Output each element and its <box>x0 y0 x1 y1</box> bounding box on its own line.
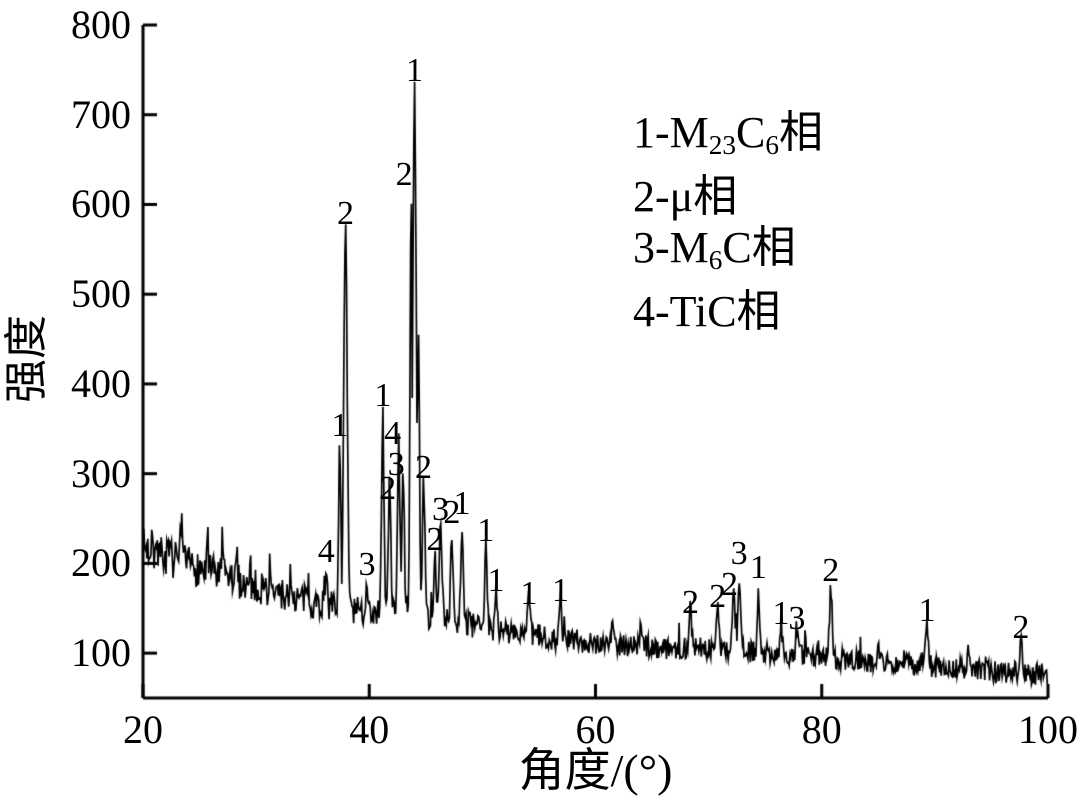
peak-label-1: 1 <box>772 594 790 632</box>
peak-label-3: 3 <box>358 545 376 583</box>
peak-label-1: 1 <box>477 511 495 549</box>
peak-label-2: 2 <box>379 470 397 508</box>
peak-label-3: 3 <box>387 445 405 483</box>
peak-label-1: 1 <box>487 561 505 599</box>
peak-label-3: 3 <box>788 600 806 638</box>
peak-label-2: 2 <box>336 195 354 233</box>
peak-label-2: 2 <box>395 155 413 193</box>
peak-label-2: 2 <box>426 520 444 558</box>
peak-label-1: 1 <box>453 485 471 523</box>
x-tick-label: 40 <box>349 707 390 752</box>
y-tick-label: 700 <box>71 91 131 137</box>
peak-label-2: 2 <box>721 566 738 604</box>
y-tick-label: 300 <box>71 450 131 496</box>
peak-label-3: 3 <box>432 491 450 529</box>
y-tick-label: 400 <box>71 360 131 406</box>
y-tick-label: 800 <box>71 2 131 47</box>
y-tick-label: 200 <box>71 540 131 586</box>
peak-label-1: 1 <box>331 406 349 444</box>
y-tick-label: 100 <box>71 630 131 676</box>
y-tick-label: 600 <box>71 181 131 227</box>
peak-label-2: 2 <box>822 552 840 590</box>
x-axis-title: 角度/(°) <box>518 745 673 796</box>
x-tick-label: 20 <box>123 707 163 752</box>
peak-label-2: 2 <box>682 584 700 622</box>
legend-entry: 3-M6C相 <box>633 222 796 275</box>
peak-label-2: 2 <box>709 578 727 616</box>
peak-label-2: 2 <box>415 448 433 486</box>
peak-label-1: 1 <box>749 548 767 586</box>
peak-label-4: 4 <box>384 414 402 452</box>
legend-entry: 1-M23C6相 <box>633 108 824 160</box>
y-axis-title: 强度 <box>2 315 51 403</box>
peak-label-2: 2 <box>443 493 461 531</box>
x-tick-label: 80 <box>801 707 842 752</box>
y-tick-label: 500 <box>71 271 131 317</box>
x-tick-label: 100 <box>1018 707 1078 752</box>
peak-label-1: 1 <box>918 591 936 629</box>
legend: 1-M23C6相 2-μ相 3-M6C相 4-TiC相 <box>633 107 823 337</box>
peak-label-1: 1 <box>551 572 569 610</box>
peak-label-1: 1 <box>406 51 423 89</box>
peak-label-4: 4 <box>317 532 335 570</box>
peak-label-1: 1 <box>374 377 392 415</box>
peak-label-2: 2 <box>1012 608 1030 646</box>
legend-entry: 2-μ相 <box>633 171 738 221</box>
peak-label-3: 3 <box>730 535 748 573</box>
legend-entry: 4-TiC相 <box>633 286 781 336</box>
peak-label-1: 1 <box>520 574 538 612</box>
x-tick-label: 60 <box>575 707 616 752</box>
